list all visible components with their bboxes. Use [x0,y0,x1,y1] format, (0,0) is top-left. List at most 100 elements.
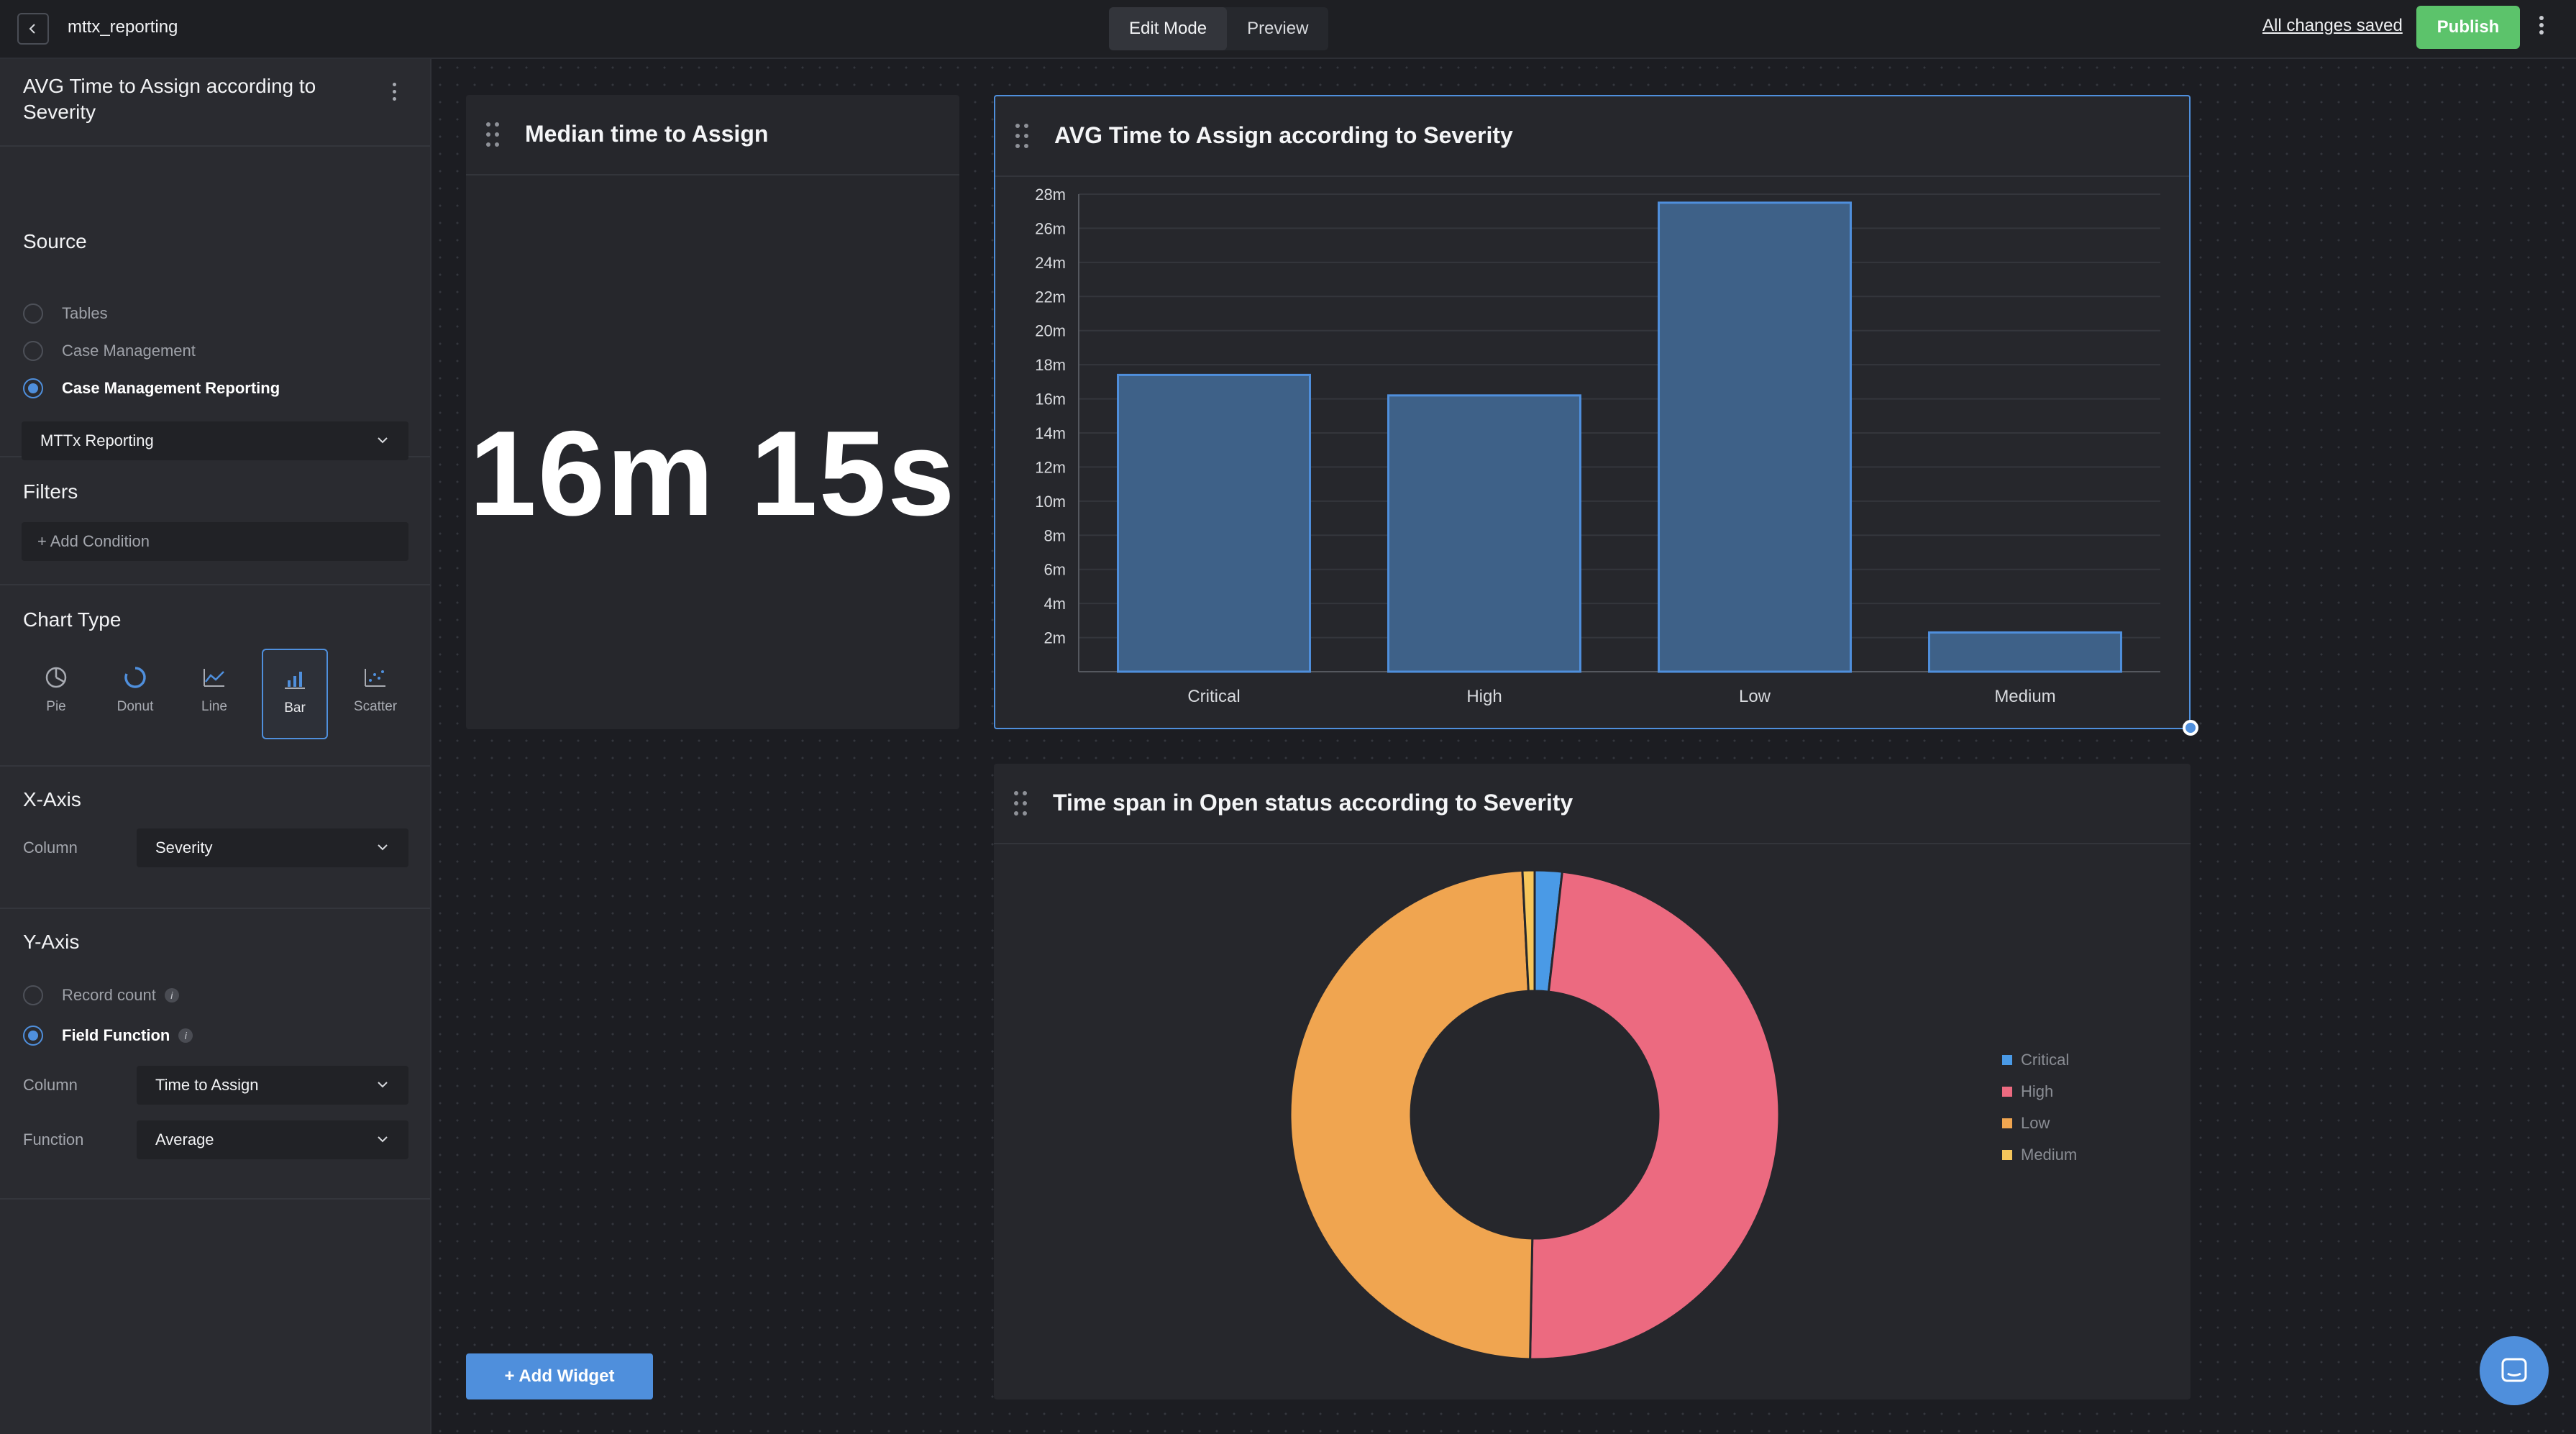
y-column-label: Column [23,1076,78,1094]
y-tick-label: 18m [1035,356,1066,374]
add-condition-button[interactable]: + Add Condition [22,522,408,561]
filters-label: Filters [23,480,78,503]
chevron-down-icon [378,844,388,851]
x-column-select[interactable]: Severity [137,828,408,867]
widget-header: Median time to Assign [466,95,959,175]
x-tick-label: Low [1739,687,1771,706]
publish-button[interactable]: Publish [2416,6,2520,49]
widget-title: Median time to Assign [525,121,769,147]
resize-handle[interactable] [2183,720,2198,736]
source-section: Source Tables Case Management Case Manag… [0,147,430,460]
chart-type-pie[interactable]: Pie [23,649,89,739]
chevron-left-icon [29,24,35,34]
panel-title: AVG Time to Assign according to Severity [23,75,316,123]
filters-section: Filters + Add Condition [0,457,430,585]
bar-low[interactable] [1658,201,1852,673]
chart-type-bar[interactable]: Bar [262,649,328,739]
dataset-select[interactable]: MTTx Reporting [22,421,408,460]
donut-widget[interactable]: Time span in Open status according to Se… [994,764,2191,1399]
y-tick-label: 28m [1035,186,1066,204]
y-tick-label: 10m [1035,493,1066,511]
chart-type-label: Chart Type [23,608,122,631]
radio-icon [23,341,43,361]
x-axis-section: X-Axis Column Severity [0,767,430,909]
app-name: mttx_reporting [68,17,178,37]
y-tick-label: 16m [1035,391,1066,408]
y-option-record-count[interactable]: Record count i [23,985,179,1005]
drag-handle-icon[interactable] [1014,791,1031,816]
source-option-case-management[interactable]: Case Management [23,341,196,361]
radio-icon [23,985,43,1005]
drag-handle-icon[interactable] [486,122,503,147]
back-button[interactable] [17,13,49,45]
legend-item-critical[interactable]: Critical [2002,1044,2077,1076]
source-label: Source [23,230,87,252]
x-axis-label: X-Axis [23,788,81,810]
widget-settings-panel: AVG Time to Assign according to Severity… [0,59,431,1434]
mode-switch: Edit Mode Preview [1109,7,1329,50]
bar-chart: 2m 4m 6m 8m 10m 12m 14m 16m 18m 20m 22m 24m 26m 28m Cr… [1035,186,2160,706]
line-chart-icon [204,669,224,687]
y-column-value: Time to Assign [155,1076,259,1094]
slice-low[interactable] [1289,869,1534,1361]
info-icon[interactable]: i [164,988,179,1003]
donut-legend: Critical High Low Medium [2002,1044,2077,1171]
y-tick-label: 26m [1035,219,1066,237]
legend-label: Medium [2021,1146,2078,1164]
y-tick-label: 2m [1043,629,1066,647]
widget-title: AVG Time to Assign according to Severity [1054,122,1513,148]
x-tick-label: High [1466,687,1502,706]
y-function-label: Function [23,1131,84,1148]
y-option-label: Field Function [62,1026,170,1044]
chevron-down-icon [378,1082,388,1088]
bar-high[interactable] [1387,394,1581,673]
y-tick-label: 12m [1035,458,1066,476]
source-option-tables[interactable]: Tables [23,303,108,324]
y-axis-label: Y-Axis [23,931,80,953]
median-widget[interactable]: Median time to Assign 16m 15s [466,95,959,729]
scatter-chart-icon [365,669,385,687]
chart-type-section: Chart Type [0,585,430,767]
legend-item-low[interactable]: Low [2002,1108,2077,1139]
chart-type-label: Pie [46,699,66,714]
x-tick-label: Critical [1187,687,1240,706]
y-function-value: Average [155,1131,214,1148]
avg-bar-widget[interactable]: AVG Time to Assign according to Severity… [994,95,2191,729]
legend-item-high[interactable]: High [2002,1076,2077,1108]
y-axis-section: Y-Axis Record count i Field Function i C… [0,909,430,1200]
y-option-field-function[interactable]: Field Function i [23,1026,193,1046]
y-tick-label: 20m [1035,322,1066,340]
donut-chart-icon [124,667,146,688]
slice-high[interactable] [1529,870,1781,1361]
y-tick-label: 8m [1043,526,1066,544]
preview-button[interactable]: Preview [1247,19,1309,38]
source-option-case-management-reporting[interactable]: Case Management Reporting [23,378,280,398]
source-option-label: Case Management [62,342,196,360]
y-column-select[interactable]: Time to Assign [137,1066,408,1105]
chart-type-scatter[interactable]: Scatter [342,649,408,739]
save-status-link[interactable]: All changes saved [2262,16,2403,35]
slice-medium[interactable] [1521,869,1536,992]
bar-medium[interactable] [1928,631,2122,673]
chevron-down-icon [378,1136,388,1143]
drag-handle-icon[interactable] [1015,124,1033,148]
bar-critical[interactable] [1117,373,1311,673]
add-widget-button[interactable]: + Add Widget [466,1353,653,1399]
edit-mode-button[interactable]: Edit Mode [1109,7,1228,50]
chat-support-button[interactable] [2480,1336,2549,1405]
chart-type-label: Line [201,699,227,714]
metric-value: 16m 15s [469,406,956,541]
chart-type-line[interactable]: Line [181,649,247,739]
legend-item-medium[interactable]: Medium [2002,1139,2077,1171]
y-tick-label: 24m [1035,254,1066,272]
panel-more-icon[interactable] [387,79,401,104]
legend-label: Critical [2021,1051,2070,1069]
y-function-select[interactable]: Average [137,1120,408,1159]
legend-swatch [2002,1055,2012,1065]
radio-icon [23,303,43,324]
more-options-icon[interactable] [2534,13,2549,45]
info-icon[interactable]: i [178,1028,193,1043]
chart-type-donut[interactable]: Donut [102,649,168,739]
chat-icon [2501,1358,2527,1382]
chevron-down-icon [378,437,388,444]
